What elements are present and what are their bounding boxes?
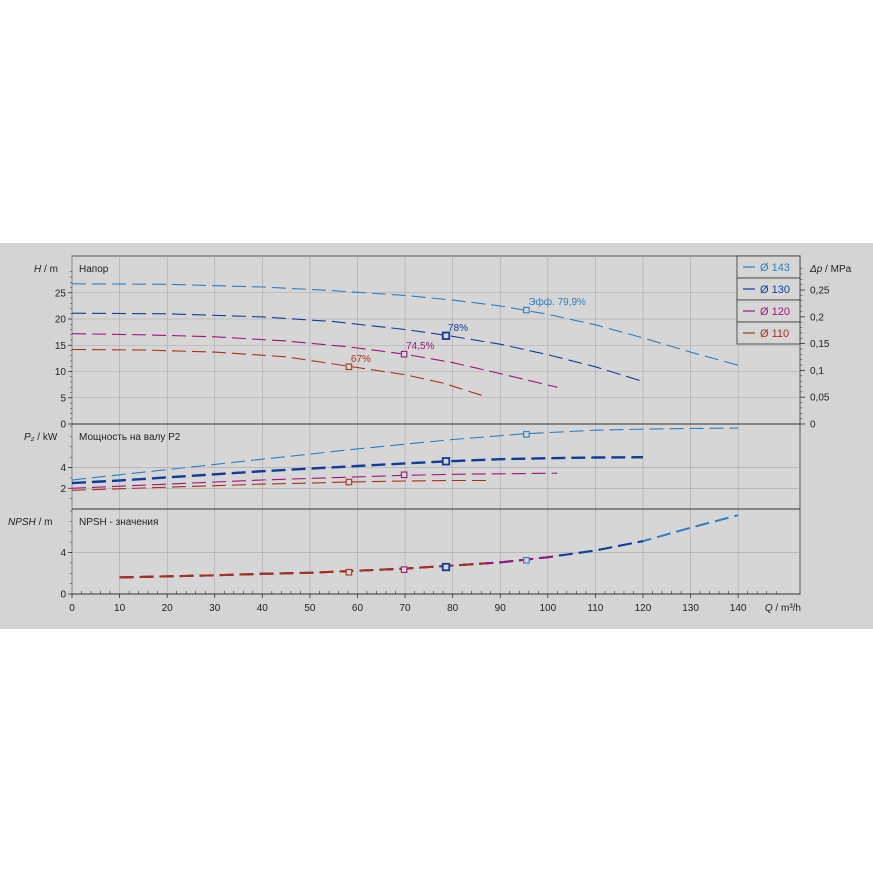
head-panel-title: Напор — [79, 264, 109, 275]
head-efficiency-label-1: Эфф. 79,9% — [528, 296, 586, 308]
x-tick-label-0: 0 — [69, 603, 75, 614]
head-efficiency-label-4: 67% — [351, 354, 371, 365]
power-operating-point-3 — [400, 471, 408, 479]
power-curve-1 — [72, 427, 739, 481]
x-tick-label-7: 70 — [400, 603, 412, 614]
power-operating-point-1 — [523, 431, 530, 438]
npsh-operating-point-2 — [441, 562, 451, 572]
head-y-tick-label-3: 15 — [55, 341, 67, 352]
npsh-y-tick-label-1: 4 — [60, 548, 66, 559]
x-tick-label-10: 100 — [539, 603, 556, 614]
head-y-tick-label-1: 5 — [60, 393, 66, 404]
power-curve-2 — [72, 456, 644, 485]
power-operating-point-4 — [345, 478, 353, 486]
npsh-operating-point-4 — [345, 568, 353, 576]
right-y-tick-label-4: 0,2 — [810, 312, 824, 323]
head-panel — [68, 268, 805, 425]
right-y-tick-label-3: 0,15 — [810, 339, 830, 350]
head-curve-4 — [72, 348, 487, 398]
legend-entry-4 — [736, 321, 801, 345]
x-tick-label-9: 90 — [495, 603, 507, 614]
power-curve-4 — [72, 479, 486, 491]
npsh-operating-point-3 — [400, 566, 408, 573]
right-y-tick-label-0: 0 — [810, 420, 816, 431]
head-curve-1 — [72, 283, 739, 366]
head-y-tick-label-4: 20 — [55, 315, 67, 326]
chart-canvas: 0 10 20 30 40 50 60 70 80 90 100 110 120 130 140 Q / m³… — [8, 255, 852, 614]
legend-label-3: Ø 120 — [760, 306, 790, 318]
head-y-axis-label: H / m — [34, 264, 58, 275]
legend-label-4: Ø 110 — [760, 328, 789, 340]
legend-label-1: Ø 143 — [760, 262, 790, 274]
npsh-y-axis-label: NPSH / m — [8, 517, 52, 528]
x-tick-label-1: 10 — [114, 603, 126, 614]
head-operating-point-1 — [523, 306, 530, 314]
head-curve-2 — [72, 312, 644, 383]
head-y-tick-label-5: 25 — [55, 288, 67, 299]
x-tick-label-8: 80 — [447, 603, 459, 614]
npsh-panel — [68, 510, 800, 595]
right-y-tick-label-5: 0,25 — [810, 286, 830, 297]
x-tick-label-11: 110 — [587, 603, 603, 614]
head-y-tick-label-0: 0 — [60, 420, 66, 431]
x-tick-label-6: 60 — [352, 603, 364, 614]
head-operating-point-2 — [441, 331, 451, 340]
right-y-axis-label: Δp / MPa — [809, 264, 852, 275]
x-tick-label-4: 40 — [257, 603, 269, 614]
x-tick-label-13: 130 — [682, 603, 699, 614]
head-y-tick-label-2: 10 — [55, 367, 67, 378]
power-y-tick-label-1: 4 — [60, 463, 66, 474]
power-panel — [68, 425, 800, 510]
right-y-tick-label-2: 0,1 — [810, 366, 824, 377]
x-tick-label-5: 50 — [304, 603, 316, 614]
power-y-axis-label: P₂ / kW — [24, 432, 58, 443]
npsh-y-tick-label-0: 0 — [60, 590, 66, 601]
x-tick-label-12: 120 — [635, 603, 652, 614]
head-operating-point-4 — [345, 363, 353, 371]
head-operating-point-3 — [400, 350, 408, 358]
x-tick-label-2: 20 — [162, 603, 174, 614]
npsh-operating-point-1 — [523, 557, 530, 564]
power-operating-point-2 — [441, 457, 451, 466]
x-tick-label-14: 140 — [730, 603, 747, 614]
head-efficiency-label-2: 78% — [448, 323, 468, 334]
power-y-tick-label-0: 2 — [60, 484, 66, 495]
plot-area — [71, 255, 801, 595]
npsh-panel-title: NPSH - значения — [79, 517, 158, 528]
npsh-curve-4 — [119, 562, 487, 579]
head-efficiency-label-3: 74,5% — [406, 341, 434, 352]
x-axis-label: Q / m³/h — [765, 603, 801, 614]
right-y-tick-label-1: 0,05 — [810, 393, 830, 404]
legend — [736, 255, 801, 345]
x-tick-label-3: 30 — [209, 603, 221, 614]
pump-curve-chart: 0 10 20 30 40 50 60 70 80 90 100 110 120 130 140 Q / m³… — [0, 243, 873, 629]
power-panel-title: Мощность на валу P2 — [79, 432, 181, 443]
legend-label-2: Ø 130 — [760, 284, 790, 296]
